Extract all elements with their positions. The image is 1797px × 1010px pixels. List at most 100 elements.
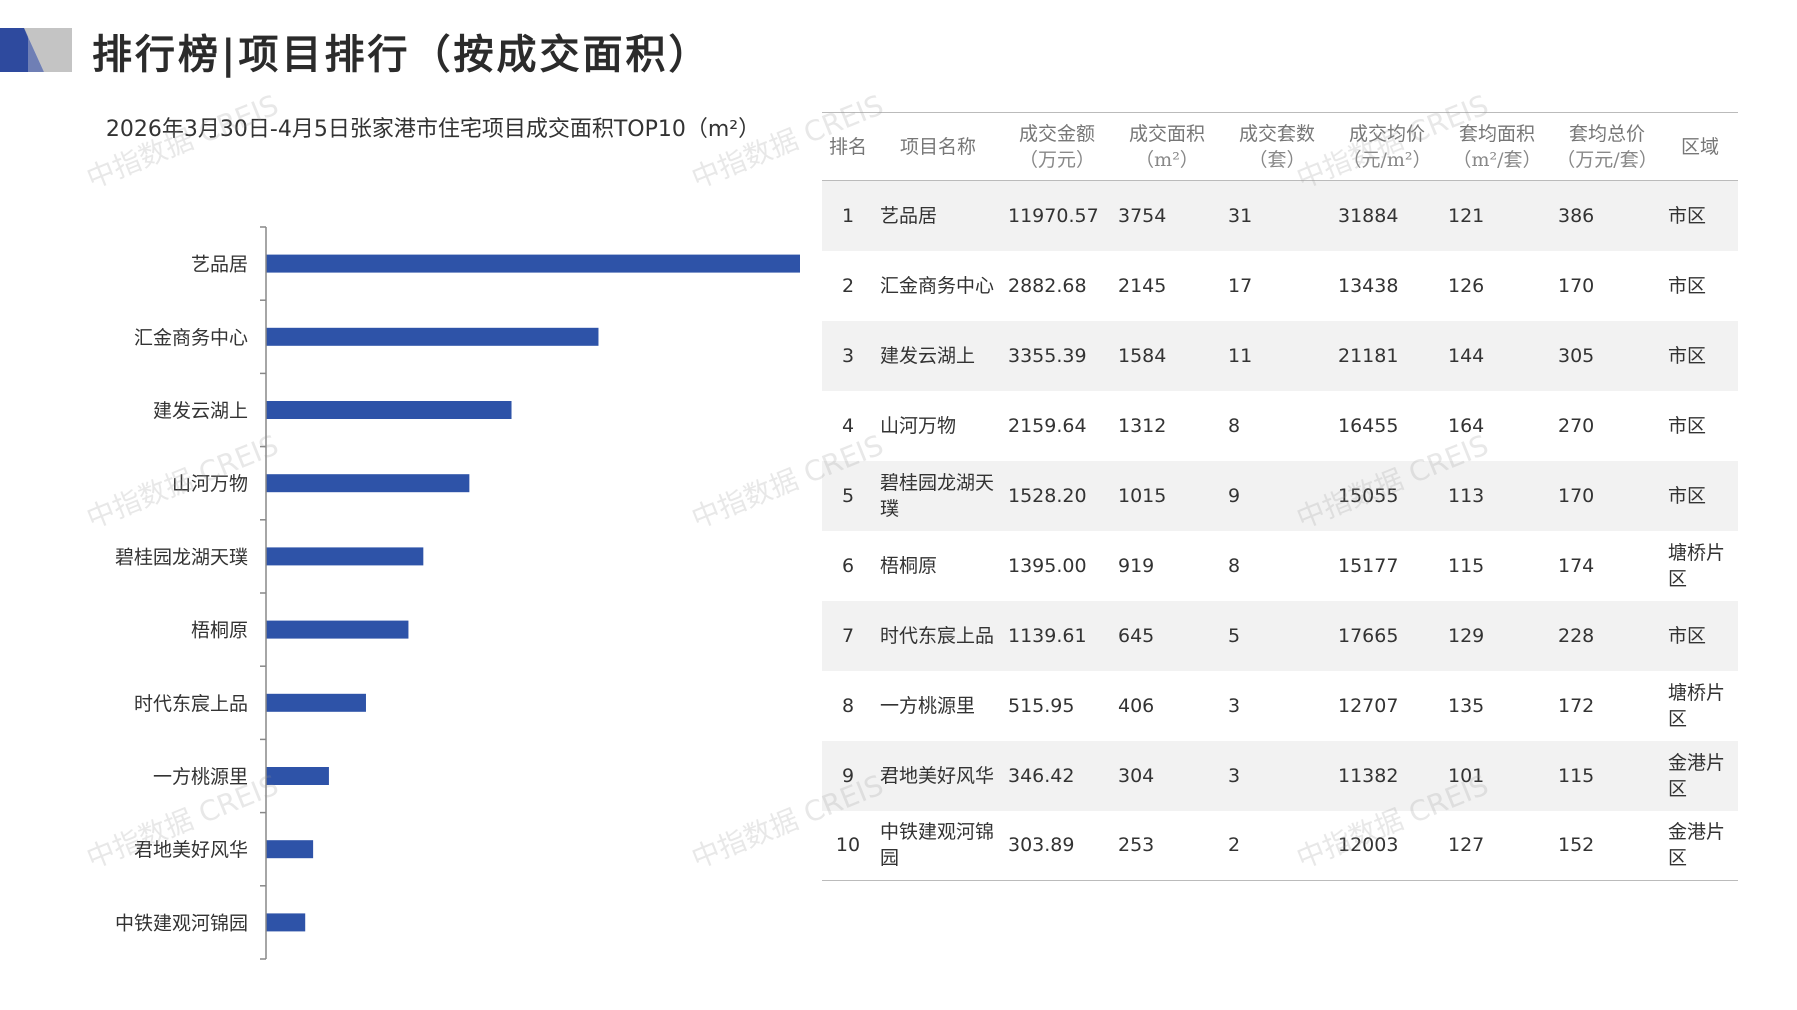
table-cell-rank: 5: [841, 484, 855, 507]
ranking-table: 排名 项目名称 成交金额 （万元） 成交面积 （m²） 成交套数 （套） 成交均价 （元/m²） 套…: [822, 112, 1738, 881]
table-cell-units: 8: [1228, 414, 1241, 437]
table-cell-price: 15177: [1338, 554, 1399, 577]
table-cell-name: 山河万物: [880, 414, 957, 437]
table-cell-rank: 6: [841, 554, 855, 577]
table-cell-price: 12003: [1332, 810, 1442, 881]
table-cell-name: 君地美好风华: [880, 764, 995, 787]
table-cell-avg-area: 113: [1448, 484, 1485, 507]
table-cell-rank: 10: [822, 810, 874, 881]
table-cell-units: 5: [1228, 624, 1241, 647]
table-cell-rank: 3: [841, 344, 855, 367]
table-cell-area: 253: [1112, 810, 1222, 881]
page-title: 排行榜|项目排行（按成交面积）: [92, 31, 712, 78]
column-header-unit: （套）: [1248, 148, 1306, 171]
table-cell-avg-area: 121: [1448, 204, 1485, 227]
column-header: 套均面积 （m²/套）: [1442, 112, 1552, 181]
logo-light-block: [24, 28, 72, 72]
category-label: 碧桂园龙湖天璞: [115, 546, 248, 568]
column-header-label: 项目名称: [899, 135, 976, 158]
column-header: 项目名称: [874, 112, 1002, 181]
category-label: 艺品居: [191, 254, 248, 276]
column-header-unit: （万元）: [1018, 148, 1095, 171]
table-cell-name: 汇金商务中心: [880, 274, 995, 297]
table-cell-avg-total: 174: [1558, 554, 1595, 577]
table-cell-name: 中铁建观河锦园: [874, 810, 1002, 881]
table-cell-region: 市区: [1668, 274, 1707, 297]
table-cell-name: 碧桂园龙湖天璞: [880, 471, 995, 520]
table-cell-region: 市区: [1668, 484, 1707, 507]
category-label: 建发云湖上: [153, 400, 248, 422]
table-cell-price: 31884: [1338, 204, 1399, 227]
table-cell-avg-area: 144: [1448, 344, 1485, 367]
table-cell-name: 梧桐原: [880, 554, 938, 577]
column-header-label: 成交金额: [1018, 122, 1095, 145]
category-label: 山河万物: [172, 473, 248, 495]
column-header: 套均总价 （万元/套）: [1552, 112, 1662, 181]
table-cell-rank: 1: [841, 204, 855, 227]
bar: [266, 474, 470, 493]
table-cell-price: 16455: [1338, 414, 1399, 437]
column-header: 成交面积 （m²）: [1112, 112, 1222, 181]
table-cell-region: 塘桥片区: [1668, 681, 1726, 730]
table-cell-rank: 4: [841, 414, 855, 437]
table-cell-avg-total: 270: [1558, 414, 1595, 437]
table-row: 2 汇金商务中心 2882.68 2145 17 13438 126 170 市区: [822, 251, 1738, 321]
category-label-group: 艺品居汇金商务中心建发云湖上山河万物碧桂园龙湖天璞梧桐原时代东宸上品一方桃源里君…: [115, 254, 248, 935]
logo-mid-block: [24, 28, 44, 72]
bar-group: [266, 254, 800, 932]
table-cell-avg-area: 135: [1448, 694, 1485, 717]
table-cell-amount: 2882.68: [1008, 274, 1087, 297]
table-cell-amount: 3355.39: [1008, 344, 1087, 367]
table-cell-units: 8: [1228, 554, 1241, 577]
bar: [266, 693, 366, 712]
column-header: 成交均价 （元/m²）: [1332, 112, 1442, 181]
table-cell-area: 406: [1118, 694, 1155, 717]
table-cell-area: 1312: [1118, 414, 1167, 437]
table-row: 9 君地美好风华 346.42 304 3 11382 101 115 金港片区: [822, 740, 1738, 811]
table-cell-avg-total: 172: [1558, 694, 1595, 717]
table-cell-avg-total: 170: [1558, 274, 1595, 297]
table-cell-amount: 2159.64: [1008, 414, 1087, 437]
column-header-unit: （m²/套）: [1452, 148, 1542, 171]
bar: [266, 401, 512, 419]
table-cell-price: 17665: [1338, 624, 1399, 647]
table-cell-avg-area: 129: [1448, 624, 1485, 647]
column-header-unit: （元/m²）: [1342, 148, 1432, 171]
bar: [266, 254, 800, 273]
table-cell-region: 金港片区: [1662, 810, 1738, 881]
category-label: 汇金商务中心: [134, 327, 248, 349]
table-cell-price: 15055: [1338, 484, 1399, 507]
table-cell-area: 2145: [1118, 274, 1167, 297]
table-cell-units: 17: [1228, 274, 1253, 297]
table-cell-area: 3754: [1118, 204, 1167, 227]
table-row: 5 碧桂园龙湖天璞 1528.20 1015 9 15055 113 170 市区: [822, 460, 1738, 531]
table-cell-avg-area: 101: [1448, 764, 1485, 787]
table-cell-region: 市区: [1668, 344, 1707, 367]
table-row: 7 时代东宸上品 1139.61 645 5 17665 129 228 市区: [822, 600, 1738, 671]
column-header: 成交套数 （套）: [1222, 112, 1332, 181]
logo-dark-block: [0, 28, 28, 72]
table-cell-price: 12707: [1338, 694, 1399, 717]
table-cell-area: 919: [1118, 554, 1155, 577]
table-cell-avg-total: 228: [1558, 624, 1595, 647]
bar: [266, 840, 314, 859]
category-label: 君地美好风华: [134, 839, 248, 861]
table-cell-area: 1584: [1118, 344, 1167, 367]
bar: [266, 767, 329, 785]
table-cell-units: 3: [1228, 694, 1241, 717]
bar-chart: 艺品居汇金商务中心建发云湖上山河万物碧桂园龙湖天璞梧桐原时代东宸上品一方桃源里君…: [115, 226, 800, 960]
table-cell-name: 一方桃源里: [880, 694, 976, 717]
category-label: 梧桐原: [191, 620, 248, 642]
bar: [266, 327, 599, 346]
table-cell-amount: 515.95: [1008, 694, 1075, 717]
table-cell-units: 31: [1228, 204, 1253, 227]
table-cell-avg-total: 386: [1558, 204, 1595, 227]
table-cell-amount: 11970.57: [1008, 204, 1099, 227]
table-cell-price: 21181: [1338, 344, 1399, 367]
table-cell-price: 11382: [1338, 764, 1399, 787]
table-body: 1 艺品居 11970.57 3754 31 31884 121 386 市区 2 汇金商务中心 28…: [822, 180, 1738, 881]
table-cell-avg-total: 152: [1552, 810, 1662, 881]
table-row: 10 中铁建观河锦园 303.89 253 2 12003 127 152 金港片区: [822, 810, 1738, 881]
table-cell-region: 市区: [1668, 624, 1707, 647]
column-header-label: 成交均价: [1348, 122, 1425, 145]
